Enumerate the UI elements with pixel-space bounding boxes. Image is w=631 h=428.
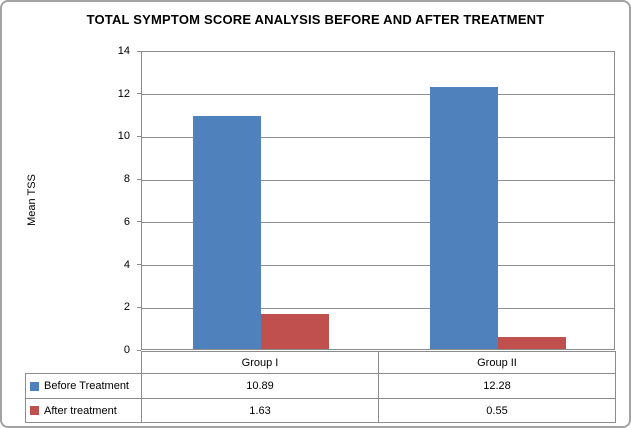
y-tick-label: 10 (117, 130, 130, 143)
legend-label: After treatment (44, 404, 117, 417)
value-cell: 10.89 (141, 373, 379, 399)
y-tick-label: 2 (123, 301, 130, 314)
legend-label: Before Treatment (44, 380, 129, 392)
value-cell: 1.63 (141, 398, 379, 423)
category-header-cell: Group II (378, 351, 616, 374)
gridline (142, 94, 614, 96)
plot-area (141, 51, 615, 350)
y-tick-label: 6 (123, 215, 130, 228)
bar-after-treatment-group-i (261, 314, 329, 349)
chart-title: TOTAL SYMPTOM SCORE ANALYSIS BEFORE AND … (86, 12, 545, 27)
category-header-cell: Group I (141, 351, 379, 374)
y-tick-label: 14 (117, 45, 130, 57)
y-tick-mark (137, 306, 141, 308)
bar-before-treatment-group-i (193, 116, 261, 349)
gridline (142, 136, 614, 138)
value-cell: 12.28 (378, 373, 616, 399)
legend-swatch-icon (30, 406, 39, 415)
y-tick-mark (137, 135, 141, 137)
legend-swatch-icon (30, 381, 39, 391)
bar-before-treatment-group-ii (430, 87, 498, 349)
y-tick-label: 4 (123, 258, 130, 271)
gridline (142, 307, 614, 309)
y-tick-mark (137, 349, 141, 351)
gridline (142, 179, 614, 181)
y-tick-mark (137, 50, 141, 52)
y-tick-mark (137, 221, 141, 223)
y-tick-mark (137, 264, 141, 266)
legend-cell: Before Treatment (25, 373, 142, 399)
y-tick-mark (137, 178, 141, 180)
y-axis-title: Mean TSS (26, 174, 38, 226)
legend-cell: After treatment (25, 398, 142, 423)
y-tick-label: 0 (123, 344, 130, 356)
y-tick-mark (137, 93, 141, 95)
y-tick-label: 12 (117, 87, 130, 100)
gridline (142, 222, 614, 224)
gridline (142, 265, 614, 267)
bar-after-treatment-group-ii (498, 337, 566, 349)
y-tick-label: 8 (123, 173, 130, 186)
value-cell: 0.55 (378, 398, 616, 423)
